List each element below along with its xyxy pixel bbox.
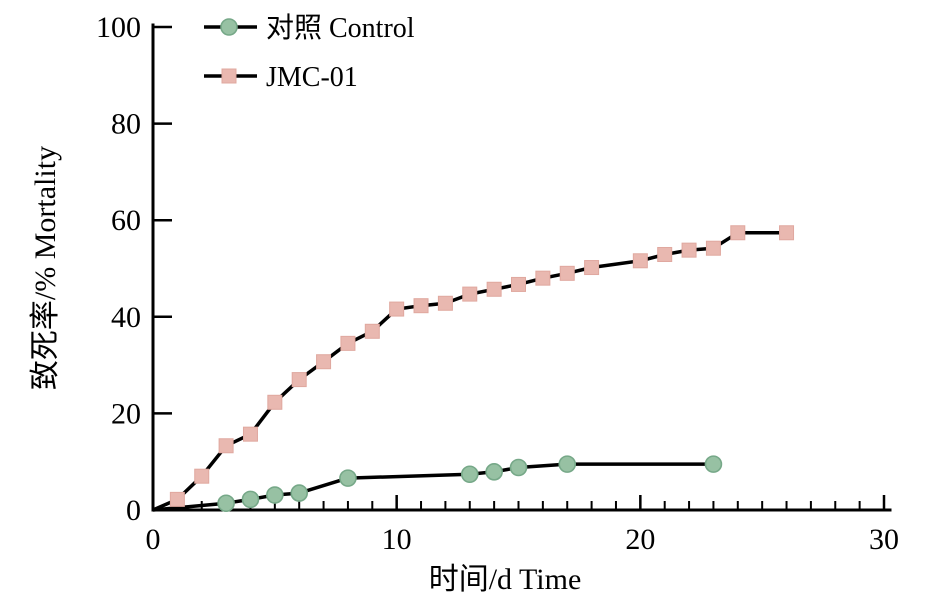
jmc-01-marker [413, 298, 429, 314]
y-tick-label: 100 [96, 11, 141, 44]
y-tick-label: 80 [111, 108, 141, 141]
control-marker [704, 455, 723, 473]
jmc-01-marker [730, 225, 746, 241]
y-tick-label: 60 [111, 204, 141, 237]
control-marker [558, 455, 577, 473]
control-marker [485, 463, 503, 481]
jmc-01-marker [681, 242, 697, 258]
control-marker [509, 458, 528, 477]
jmc-01-marker [389, 301, 405, 317]
jmc-01-marker [242, 426, 258, 442]
jmc-01-marker [632, 253, 648, 269]
control-marker [290, 484, 309, 502]
y-tick-label: 40 [111, 301, 141, 334]
axes [151, 23, 892, 512]
jmc-01-legend-marker [221, 68, 237, 84]
x-tick-label: 0 [146, 523, 161, 556]
jmc-01-marker [291, 372, 307, 388]
y-tick-label: 20 [111, 397, 141, 430]
jmc-01-marker [437, 295, 453, 311]
x-tick-label: 10 [382, 523, 412, 556]
jmc-01-marker [340, 335, 356, 351]
control-legend-label: 对照 Control [266, 12, 415, 44]
jmc-01-marker [705, 240, 721, 256]
jmc-01-marker [779, 225, 795, 241]
jmc-01-marker [462, 286, 478, 302]
control-marker [460, 465, 479, 484]
jmc-01-marker [559, 265, 575, 281]
legend: 对照 Control JMC-01 [204, 12, 415, 93]
jmc-01-marker [535, 270, 551, 286]
control-marker [266, 486, 284, 504]
jmc-01-marker [364, 323, 380, 339]
jmc-01-marker [218, 438, 234, 454]
control-marker [241, 490, 260, 509]
jmc-01-marker [657, 246, 673, 262]
y-axis-title: 致死率/% Mortality [29, 146, 62, 390]
x-tick-label: 30 [869, 523, 899, 556]
jmc-01-legend-label: JMC-01 [266, 62, 358, 93]
control-marker [217, 494, 235, 513]
x-tick-label: 20 [625, 523, 655, 556]
jmc-01-marker [511, 276, 526, 292]
jmc-01-marker [584, 260, 600, 276]
jmc-01-marker [316, 354, 332, 370]
jmc-01-marker [169, 491, 185, 507]
plot-area: 0 20 40 60 80 100 0 10 20 30 [96, 11, 899, 556]
control-line [152, 462, 714, 512]
control-marker [339, 469, 357, 487]
jmc-01-marker [486, 281, 502, 297]
jmc-01-marker [267, 394, 283, 410]
y-tick-label: 0 [126, 494, 141, 527]
control-legend-marker [220, 18, 238, 36]
jmc-01-marker [194, 468, 210, 484]
x-axis-title: 时间/d Time [429, 563, 582, 596]
